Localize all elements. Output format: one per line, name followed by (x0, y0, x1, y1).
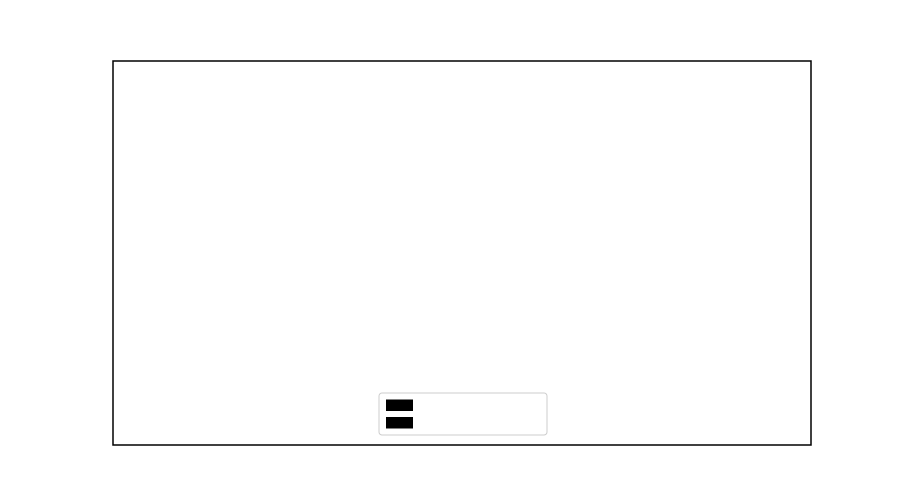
legend-swatch-downloads (386, 417, 413, 429)
plot-border (112, 60, 812, 446)
legend-swatch-distinct-ips (386, 399, 413, 411)
legend-box (378, 392, 548, 436)
legend (378, 392, 548, 436)
